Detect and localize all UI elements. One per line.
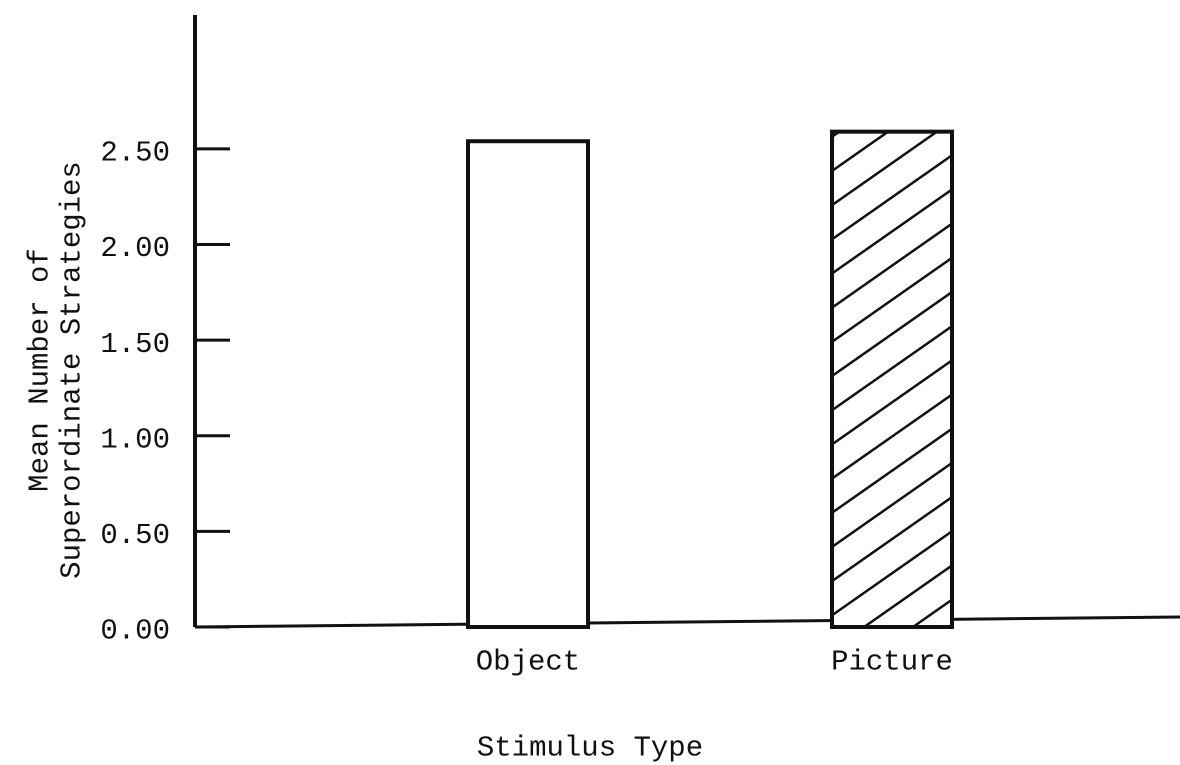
y-tick-label: 0.00 xyxy=(100,615,170,648)
x-tick-label: Object xyxy=(476,646,580,679)
x-axis-label: Stimulus Type xyxy=(477,732,703,765)
y-tick-label: 2.50 xyxy=(100,137,170,170)
y-axis-label: Superordinate Strategies xyxy=(56,161,89,579)
bar xyxy=(466,139,590,629)
y-tick-label: 1.00 xyxy=(100,423,170,456)
y-axis-label: Mean Number of xyxy=(24,248,57,492)
y-tick-label: 2.00 xyxy=(100,232,170,265)
x-tick-label: Picture xyxy=(831,646,953,679)
y-tick-label: 0.50 xyxy=(100,519,170,552)
y-tick-label: 1.50 xyxy=(100,328,170,361)
x-axis xyxy=(194,615,1180,629)
bar xyxy=(830,129,954,629)
